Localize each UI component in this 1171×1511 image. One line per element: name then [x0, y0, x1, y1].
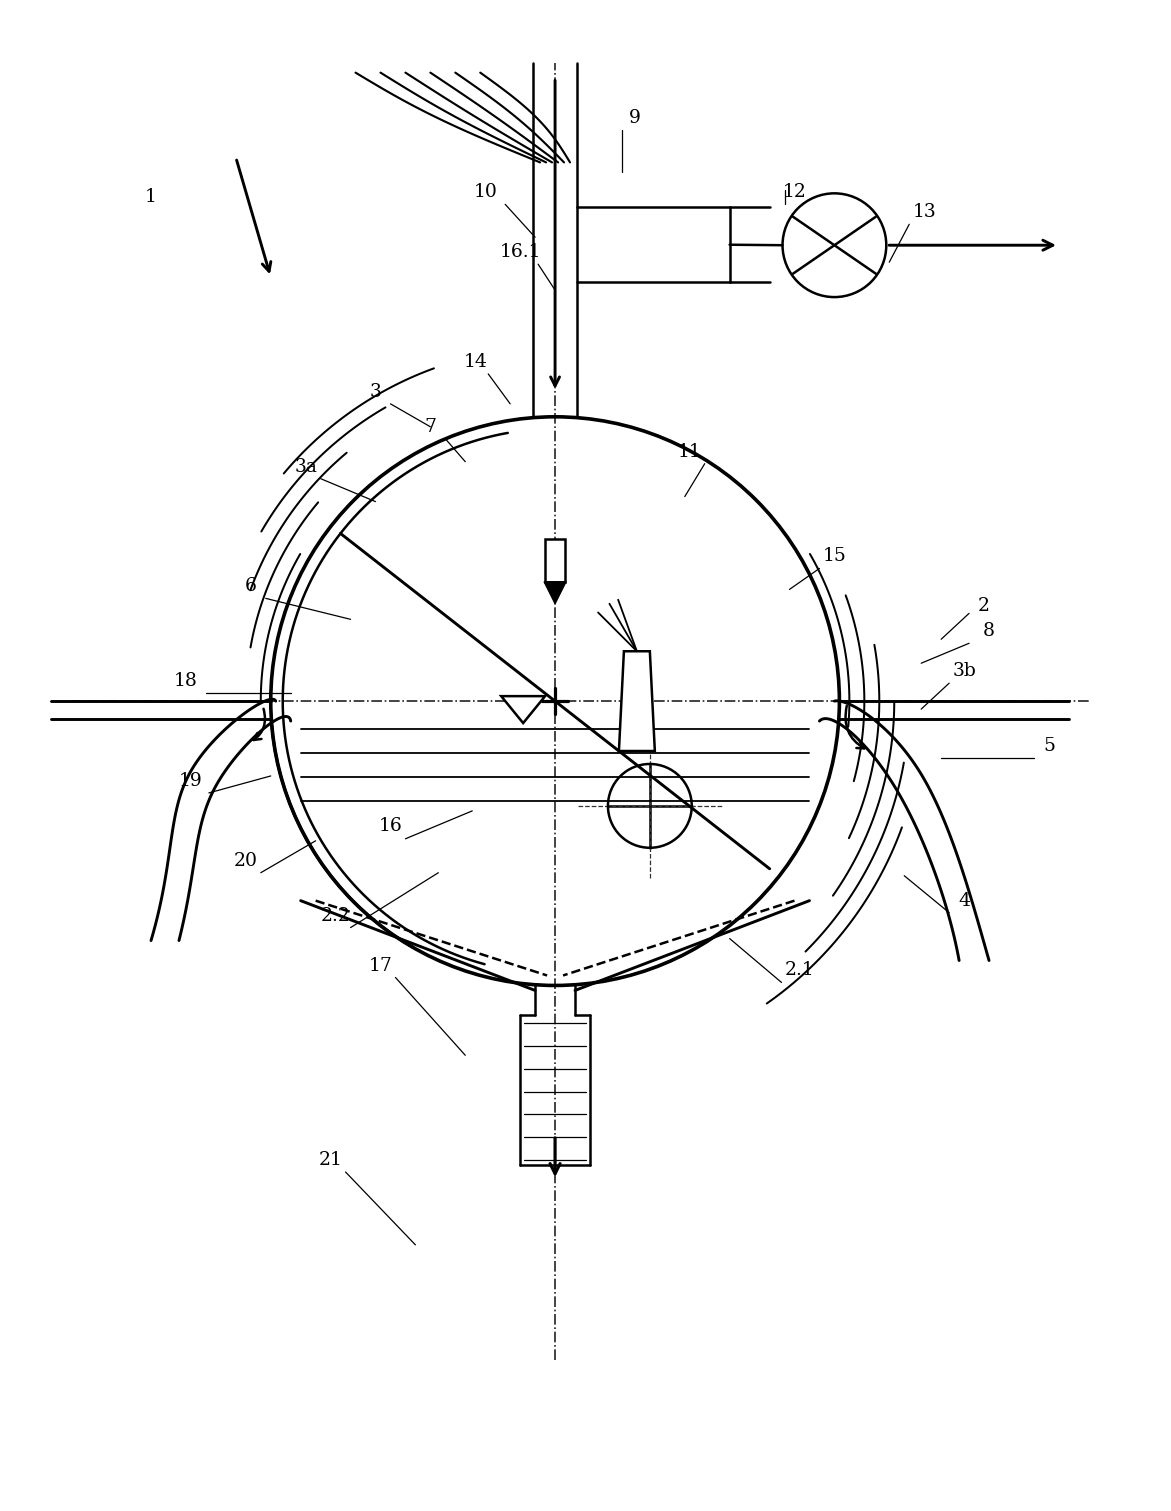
Text: 19: 19 — [179, 772, 203, 790]
Text: 12: 12 — [782, 183, 807, 201]
Text: 20: 20 — [234, 852, 258, 870]
Text: 17: 17 — [369, 956, 392, 975]
Text: 18: 18 — [174, 672, 198, 691]
Polygon shape — [501, 697, 545, 724]
Text: 3: 3 — [370, 382, 382, 400]
Polygon shape — [619, 651, 655, 751]
Text: 14: 14 — [464, 354, 487, 370]
Text: 8: 8 — [982, 623, 995, 641]
Text: 4: 4 — [958, 891, 970, 910]
Text: 2.1: 2.1 — [785, 961, 814, 979]
Polygon shape — [545, 582, 566, 604]
Text: 13: 13 — [912, 204, 936, 221]
Bar — [545, 539, 566, 582]
Text: 5: 5 — [1043, 737, 1055, 756]
Text: 7: 7 — [424, 417, 437, 435]
Text: 2.2: 2.2 — [321, 907, 350, 925]
Text: 16.1: 16.1 — [499, 243, 541, 261]
Text: 16: 16 — [378, 817, 403, 836]
Text: 9: 9 — [629, 109, 641, 127]
Text: 21: 21 — [319, 1151, 343, 1170]
Text: 3b: 3b — [952, 662, 977, 680]
Text: 3a: 3a — [294, 458, 317, 476]
Text: 10: 10 — [473, 183, 498, 201]
Text: 1: 1 — [145, 189, 157, 207]
Text: 2: 2 — [978, 597, 989, 615]
Text: 6: 6 — [245, 577, 256, 595]
Text: 15: 15 — [822, 547, 847, 565]
Text: 11: 11 — [678, 443, 701, 461]
